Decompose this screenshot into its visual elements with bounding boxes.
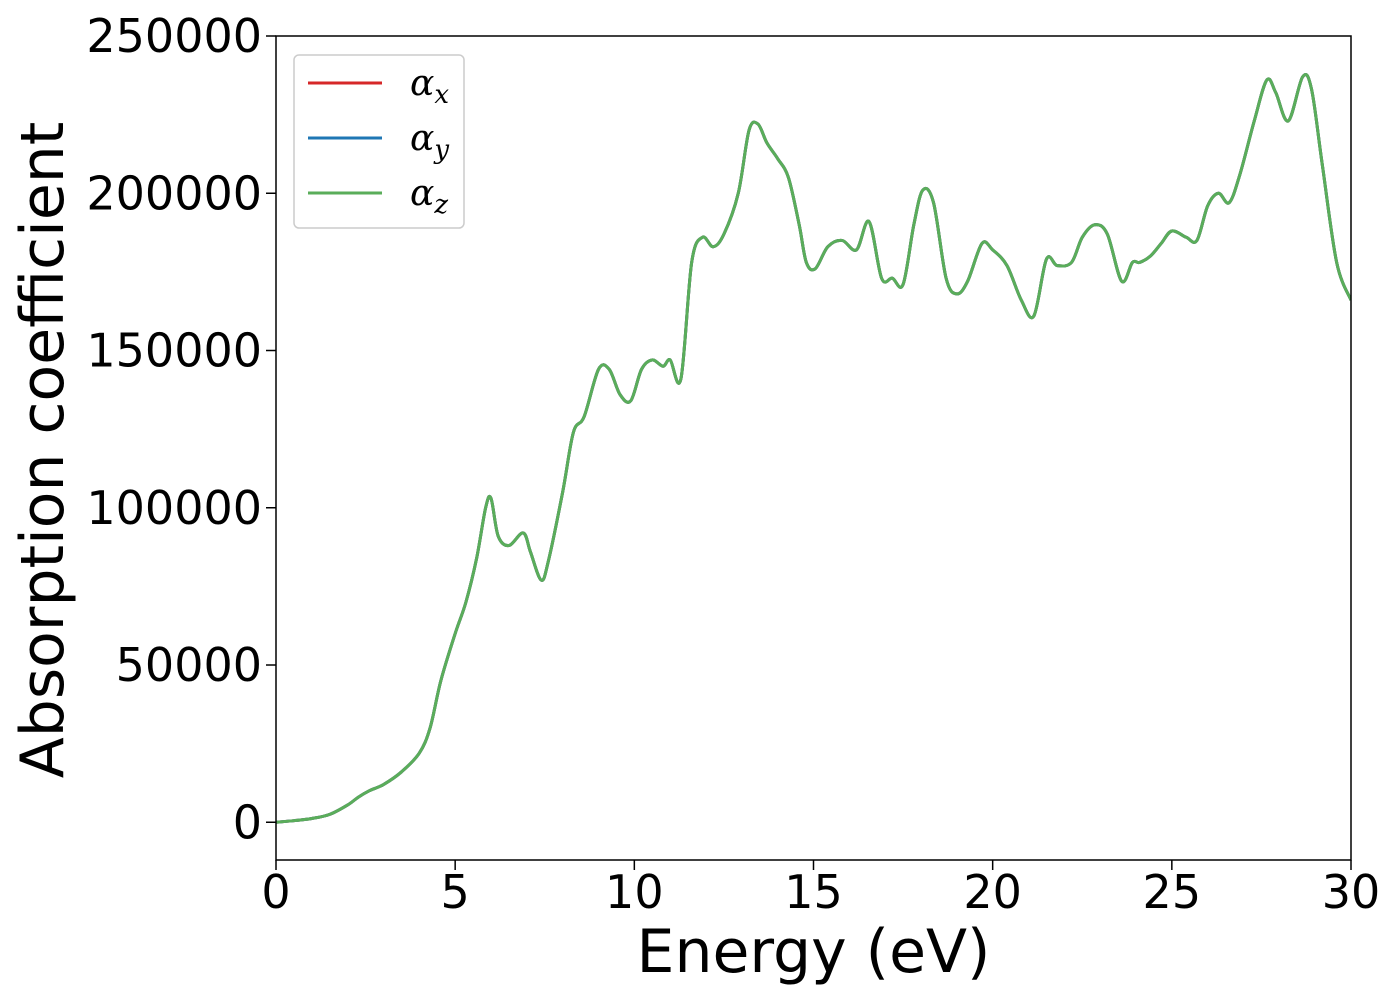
y-tick-label: 200000: [86, 166, 262, 220]
series-layer: [276, 73, 1351, 824]
legend: αx αy αz: [293, 54, 465, 229]
series-line-z: [276, 73, 1351, 824]
x-tick-label: 30: [1322, 865, 1381, 919]
y-tick-label: 100000: [86, 481, 262, 535]
legend-label-y: αy: [410, 118, 449, 165]
x-axis-title: Energy (eV): [637, 917, 991, 987]
x-tick-label: 15: [784, 865, 843, 919]
legend-label-z: αz: [410, 173, 448, 220]
x-tick-label: 5: [441, 865, 470, 919]
x-tick-label: 0: [261, 865, 290, 919]
y-tick-label: 150000: [86, 324, 262, 378]
y-tick-label: 0: [233, 795, 262, 849]
y-tick-label: 50000: [116, 638, 262, 692]
x-tick-label: 20: [963, 865, 1022, 919]
x-tick-label: 25: [1143, 865, 1202, 919]
y-tick-label: 250000: [86, 9, 262, 63]
legend-label-x: αx: [410, 63, 449, 110]
x-axis-ticks: 0 5 10 15 20 25 30: [261, 860, 1380, 919]
y-axis-title: Absorption coefficient: [8, 122, 78, 779]
legend-box: [293, 54, 465, 229]
y-axis-ticks: 0 50000 100000 150000 200000 250000: [86, 9, 276, 849]
x-tick-label: 10: [605, 865, 664, 919]
